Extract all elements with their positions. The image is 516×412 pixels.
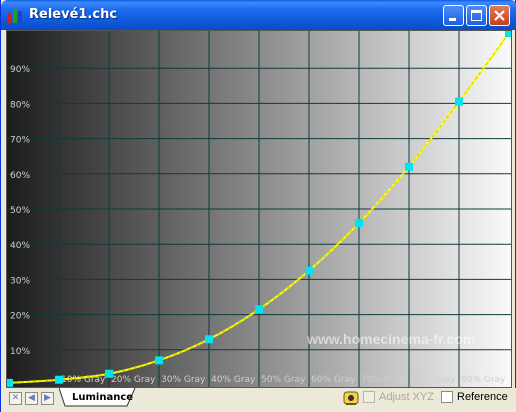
watermark: www.homecinema-fr.com	[306, 331, 475, 347]
data-point-marker	[455, 97, 463, 106]
minimize-button[interactable]	[443, 5, 464, 26]
x-tick-label: 30% Gray	[161, 375, 206, 385]
x-tick-label: 50% Gray	[261, 375, 306, 385]
data-point-marker	[55, 375, 63, 384]
x-axis-ticks: 10% Gray 20% Gray 30% Gray 40% Gray 50% Gray…	[61, 375, 506, 385]
x-tick-label: 60% Gray	[311, 375, 356, 385]
luminance-curve-dash	[8, 32, 510, 384]
close-icon	[494, 10, 505, 21]
reference-label: Reference	[457, 391, 508, 403]
data-point-marker	[205, 335, 213, 344]
y-tick-label: 60%	[10, 171, 30, 181]
luminance-chart: www.homecinema-fr.com 10% 20% 30% 40% 50% 60%…	[6, 30, 512, 388]
y-tick-label: 80%	[10, 100, 30, 110]
y-tick-label: 30%	[10, 276, 30, 286]
minimize-icon	[449, 18, 456, 21]
y-tick-label: 90%	[10, 65, 30, 75]
window-title: Relevé1.chc	[29, 7, 118, 22]
x-tick-label: 70% Gray	[361, 375, 406, 385]
x-tick-label: 90% Gray	[461, 375, 506, 385]
title-bar[interactable]: Relevé1.chc	[1, 0, 516, 30]
maximize-icon	[471, 10, 482, 21]
close-button[interactable]	[489, 5, 510, 26]
data-point-marker	[505, 31, 511, 37]
x-tick-label: 20% Gray	[111, 375, 156, 385]
x-tick-label: 40% Gray	[211, 375, 256, 385]
adjust-xyz-checkbox[interactable]	[363, 391, 375, 403]
data-point-marker	[7, 378, 13, 387]
sensor-icon[interactable]	[343, 390, 359, 406]
tab-shape	[59, 388, 136, 407]
close-tab-button[interactable]: ✕	[9, 392, 22, 405]
y-axis-ticks: 10% 20% 30% 40% 50% 60% 70% 80% 90%	[10, 65, 30, 357]
prev-tab-button[interactable]: ◀	[25, 392, 38, 405]
data-point-marker	[355, 219, 363, 228]
data-point-marker	[155, 356, 163, 365]
reference-checkbox[interactable]	[441, 391, 453, 403]
tab-label: Luminance	[72, 392, 134, 403]
x-tick-label: 80% Gray	[411, 375, 456, 385]
y-tick-label: 70%	[10, 136, 30, 146]
adjust-xyz-label: Adjust XYZ	[379, 391, 435, 403]
data-point-marker	[255, 305, 263, 314]
data-point-marker	[405, 162, 413, 171]
x-tick-label: 10% Gray	[61, 375, 106, 385]
maximize-button[interactable]	[466, 5, 487, 26]
data-point-marker	[105, 369, 113, 378]
status-bar: ✕ ◀ ▶ Luminance Adjust XYZ Reference	[1, 388, 516, 412]
y-tick-label: 50%	[10, 206, 30, 216]
grid	[7, 31, 511, 387]
data-point-marker	[305, 266, 313, 275]
chart-app-icon	[7, 7, 23, 23]
next-tab-button[interactable]: ▶	[41, 392, 54, 405]
y-tick-label: 40%	[10, 241, 30, 251]
chart-svg: www.homecinema-fr.com 10% 20% 30% 40% 50% 60%…	[7, 31, 511, 387]
y-tick-label: 20%	[10, 312, 30, 322]
y-tick-label: 10%	[10, 347, 30, 357]
luminance-series	[7, 31, 511, 387]
